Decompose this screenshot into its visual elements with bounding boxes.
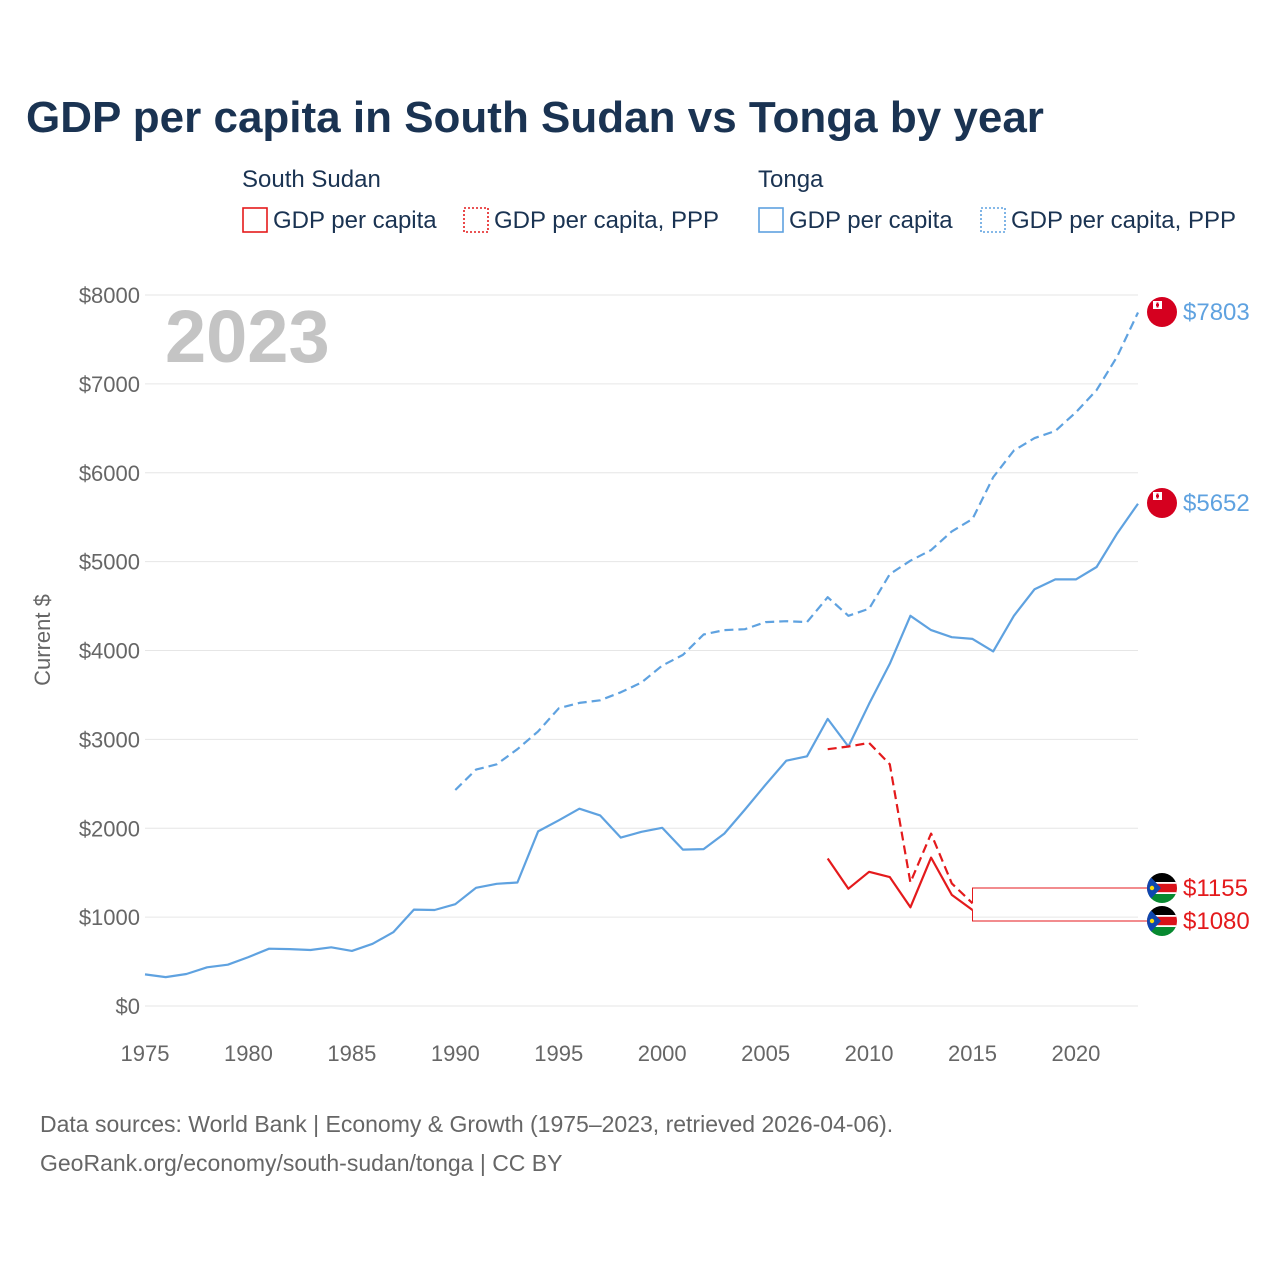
y-axis-title: Current $ <box>30 594 55 686</box>
y-tick-label: $7000 <box>79 372 140 397</box>
series-line-tonga-gdp-ppp <box>454 312 1139 791</box>
y-tick-label: $3000 <box>79 727 140 752</box>
flag-band-green <box>1147 926 1177 936</box>
y-tick-label: $8000 <box>79 283 140 308</box>
x-tick-label: 1975 <box>121 1041 170 1066</box>
source-line-1: Data sources: World Bank | Economy & Gro… <box>40 1111 893 1137</box>
y-tick-label: $2000 <box>79 816 140 841</box>
flag-star <box>1149 885 1155 891</box>
flag-fimbriation <box>1147 925 1177 927</box>
end-label-tonga-gdp-ppp: $7803 <box>1183 299 1250 326</box>
source-line-2: GeoRank.org/economy/south-sudan/tonga | … <box>40 1150 563 1176</box>
x-tick-label: 1990 <box>431 1041 480 1066</box>
y-tick-label: $4000 <box>79 639 140 664</box>
grid <box>145 294 1138 1007</box>
legend-group-tonga: Tonga <box>758 166 824 193</box>
chart-title: GDP per capita in South Sudan vs Tonga b… <box>26 93 1044 142</box>
flag-fimbriation <box>1147 892 1177 894</box>
flag-band-green <box>1147 893 1177 903</box>
legend-swatch-ssudan-ppp <box>463 207 489 233</box>
legend-label-tonga-gdp: GDP per capita <box>789 207 953 234</box>
x-tick-label: 2015 <box>948 1041 997 1066</box>
y-tick-label: $5000 <box>79 550 140 575</box>
y-tick-label: $6000 <box>79 461 140 486</box>
y-tick-label: $0 <box>116 994 140 1019</box>
flag-fimbriation <box>1147 915 1177 917</box>
south-sudan-flag-icon <box>1147 873 1177 903</box>
series-layer <box>144 312 1139 979</box>
label-connector <box>972 910 1147 922</box>
flag-band-red <box>1147 916 1177 926</box>
x-tick-label: 2000 <box>638 1041 687 1066</box>
label-connector <box>972 887 1147 904</box>
series-line-ssudan-gdp <box>826 856 974 911</box>
flag-cross-v <box>1156 493 1159 499</box>
x-tick-label: 2010 <box>845 1041 894 1066</box>
flag-fimbriation <box>1147 882 1177 884</box>
flag-band-red <box>1147 883 1177 893</box>
series-line-tonga-gdp <box>144 503 1139 979</box>
tonga-flag-icon <box>1147 488 1177 518</box>
connector-layer <box>972 887 1147 922</box>
x-tick-label: 1980 <box>224 1041 273 1066</box>
end-label-tonga-gdp: $5652 <box>1183 490 1250 517</box>
legend-label-tonga-ppp: GDP per capita, PPP <box>1011 207 1236 234</box>
south-sudan-flag-icon <box>1147 906 1177 936</box>
flag-band-black <box>1147 906 1177 916</box>
year-watermark: 2023 <box>165 295 330 378</box>
legend: South Sudan GDP per capita GDP per capit… <box>242 166 1236 234</box>
tonga-flag-icon <box>1147 297 1177 327</box>
end-label-ssudan-gdp-ppp: $1155 <box>1183 875 1248 902</box>
legend-label-ssudan-ppp: GDP per capita, PPP <box>494 207 719 234</box>
legend-label-ssudan-gdp: GDP per capita <box>273 207 437 234</box>
y-axis: $0 $1000 $2000 $3000 $4000 $5000 $6000 $7000 $80… <box>79 283 140 1019</box>
x-axis: 1975 1980 1985 1990 1995 2000 2005 2010 2015 2020 <box>121 1041 1101 1066</box>
flag-band-black <box>1147 873 1177 883</box>
x-tick-label: 2005 <box>741 1041 790 1066</box>
legend-swatch-tonga-gdp <box>758 207 784 233</box>
flag-layer: $7803 $5652 $1155 $1080 <box>1147 297 1250 936</box>
legend-swatch-ssudan-gdp <box>242 207 268 233</box>
legend-swatch-tonga-ppp <box>980 207 1006 233</box>
series-line-ssudan-gdp-ppp <box>827 741 974 905</box>
legend-group-south-sudan: South Sudan <box>242 166 381 193</box>
x-tick-label: 2020 <box>1051 1041 1100 1066</box>
end-label-ssudan-gdp: $1080 <box>1183 908 1250 935</box>
x-tick-label: 1995 <box>534 1041 583 1066</box>
flag-star <box>1149 918 1155 924</box>
y-tick-label: $1000 <box>79 905 140 930</box>
flag-cross-v <box>1156 302 1159 308</box>
x-tick-label: 1985 <box>327 1041 376 1066</box>
